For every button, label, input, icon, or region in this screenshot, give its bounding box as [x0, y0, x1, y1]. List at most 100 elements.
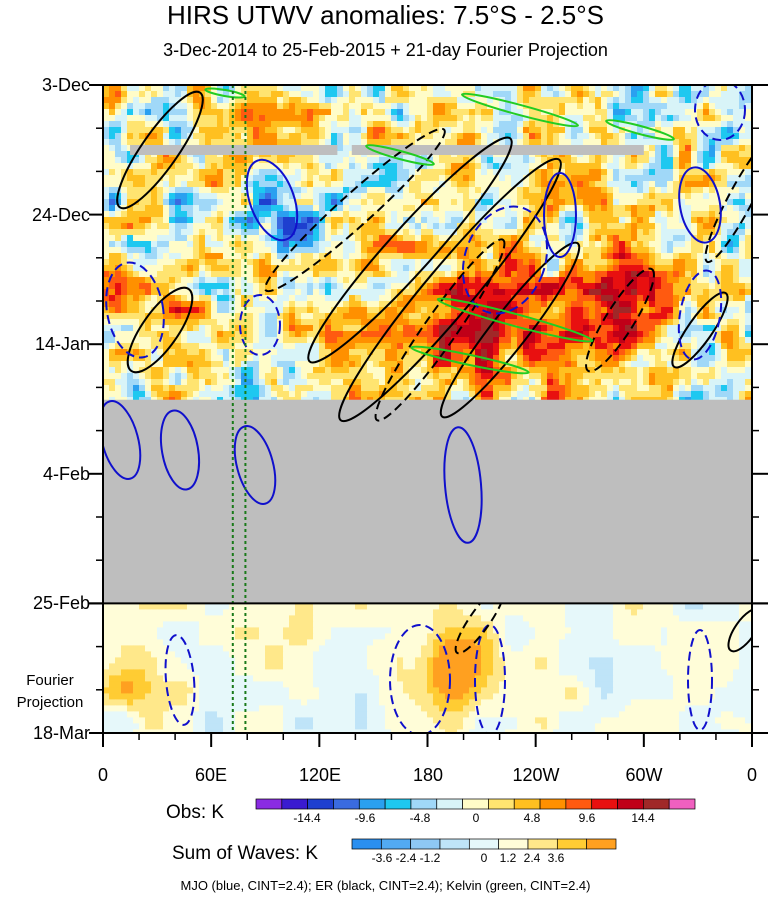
obs-cell: [307, 97, 314, 104]
obs-cell: [337, 151, 344, 158]
obs-cell: [715, 325, 722, 332]
obs-cell: [349, 253, 356, 260]
obs-cell: [553, 205, 560, 212]
obs-cell: [547, 163, 554, 170]
obs-cell: [727, 205, 734, 212]
obs-cell: [253, 277, 260, 284]
obs-cell: [595, 331, 602, 338]
obs-cell: [337, 115, 344, 122]
obs-cell: [613, 217, 620, 224]
obs-cell: [247, 211, 254, 218]
obs-cell: [205, 187, 212, 194]
obs-cell: [673, 295, 680, 302]
obs-cell: [247, 295, 254, 302]
obs-cell: [349, 331, 356, 338]
obs-cell: [463, 343, 470, 350]
obs-cell: [181, 187, 188, 194]
obs-cell: [121, 103, 128, 110]
obs-cell: [625, 205, 632, 212]
obs-cell: [157, 193, 164, 200]
obs-cell: [301, 259, 308, 266]
obs-cell: [277, 313, 284, 320]
obs-cell: [211, 265, 218, 272]
obs-cell: [553, 241, 560, 248]
obs-cell: [313, 205, 320, 212]
obs-cell: [271, 97, 278, 104]
obs-cell: [511, 283, 518, 290]
obs-cell: [373, 85, 380, 92]
obs-cell: [373, 307, 380, 314]
obs-cell: [421, 349, 428, 356]
obs-cell: [229, 187, 236, 194]
obs-cell: [187, 115, 194, 122]
obs-cell: [211, 313, 218, 320]
obs-cell: [343, 325, 350, 332]
obs-cell: [391, 241, 398, 248]
obs-cell: [229, 211, 236, 218]
obs-cell: [385, 91, 392, 98]
obs-cell: [595, 193, 602, 200]
obs-cell: [739, 163, 746, 170]
obs-cell: [541, 133, 548, 140]
obs-cell: [685, 337, 692, 344]
obs-cell: [397, 337, 404, 344]
obs-cell: [121, 289, 128, 296]
obs-cell: [313, 193, 320, 200]
obs-cell: [433, 235, 440, 242]
obs-cell: [571, 349, 578, 356]
obs-cell: [169, 331, 176, 338]
obs-cell: [631, 199, 638, 206]
obs-cell: [235, 127, 242, 134]
obs-cell: [397, 193, 404, 200]
obs-cell: [169, 199, 176, 206]
obs-cell: [271, 319, 278, 326]
obs-cell: [433, 289, 440, 296]
obs-cell: [163, 271, 170, 278]
obs-cell: [103, 187, 110, 194]
obs-cell: [139, 133, 146, 140]
obs-cell: [619, 187, 626, 194]
obs-cell: [649, 187, 656, 194]
obs-cell: [499, 139, 506, 146]
obs-cell: [235, 319, 242, 326]
obs-cell: [169, 127, 176, 134]
obs-cell: [235, 163, 242, 170]
obs-cell: [319, 91, 326, 98]
obs-cell: [211, 325, 218, 332]
obs-cell: [331, 313, 338, 320]
obs-cell: [565, 337, 572, 344]
obs-cell: [433, 157, 440, 164]
obs-cell: [379, 205, 386, 212]
obs-cell: [637, 211, 644, 218]
obs-cell: [139, 157, 146, 164]
obs-cell: [355, 127, 362, 134]
obs-cell: [679, 199, 686, 206]
obs-cell: [499, 211, 506, 218]
obs-cell: [397, 115, 404, 122]
obs-cell: [175, 229, 182, 236]
obs-cell: [289, 307, 296, 314]
obs-cell: [709, 127, 716, 134]
obs-cell: [175, 241, 182, 248]
obs-cell: [511, 289, 518, 296]
obs-cell: [391, 301, 398, 308]
obs-cell: [559, 265, 566, 272]
obs-cell: [457, 235, 464, 242]
obs-cell: [445, 187, 452, 194]
obs-cell: [157, 139, 164, 146]
obs-cell: [547, 205, 554, 212]
obs-cell: [307, 241, 314, 248]
obs-cell: [115, 355, 122, 362]
obs-cell: [307, 211, 314, 218]
obs-cell: [487, 109, 494, 116]
obs-cell: [157, 265, 164, 272]
obs-cell: [457, 175, 464, 182]
obs-cell: [505, 235, 512, 242]
obs-cell: [343, 331, 350, 338]
obs-cell: [169, 349, 176, 356]
obs-cell: [721, 109, 728, 116]
obs-cell: [277, 127, 284, 134]
obs-cell: [517, 301, 524, 308]
obs-cell: [253, 253, 260, 260]
obs-cell: [433, 271, 440, 278]
